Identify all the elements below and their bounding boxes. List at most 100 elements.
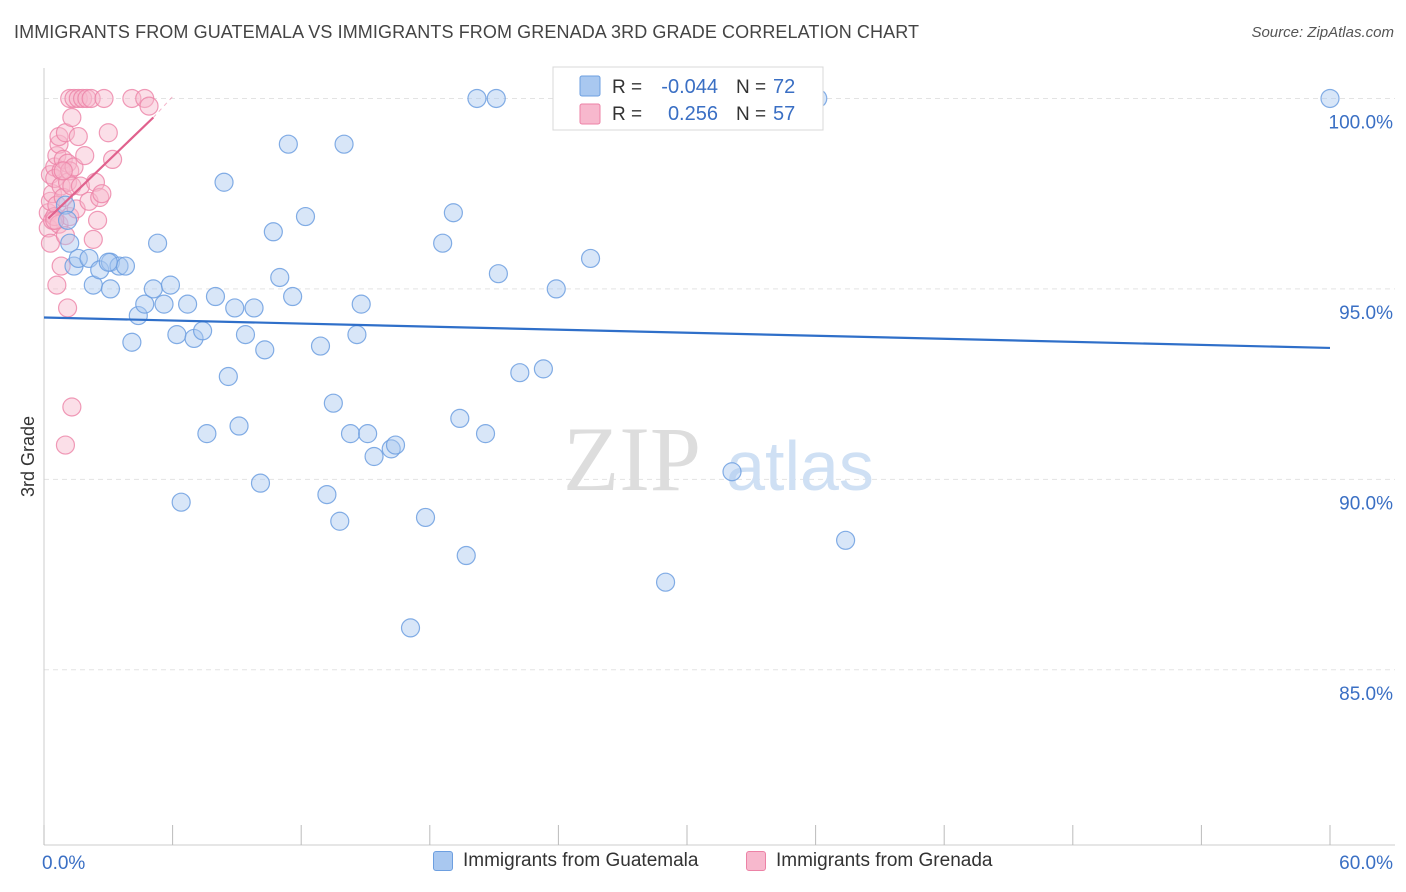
point-guatemala-32 xyxy=(250,473,271,493)
x-tick-label-max: 60.0% xyxy=(1339,853,1393,874)
point-grenada-32 xyxy=(62,397,82,417)
point-guatemala-42 xyxy=(330,511,350,531)
point-guatemala-0 xyxy=(55,195,76,215)
y-tick-label-3: 85.0% xyxy=(1339,684,1393,705)
point-guatemala-51 xyxy=(400,618,421,638)
point-grenada-26 xyxy=(57,298,78,318)
point-grenada-54 xyxy=(139,96,159,116)
point-guatemala-17 xyxy=(154,294,174,314)
legend-swatch-guatemala xyxy=(579,75,601,97)
axes xyxy=(43,68,1395,846)
trend-line-grenada xyxy=(47,116,155,220)
point-guatemala-66 xyxy=(722,462,742,482)
point-guatemala-30 xyxy=(235,325,256,345)
point-grenada-50 xyxy=(98,123,118,143)
point-guatemala-28 xyxy=(225,298,245,318)
legend-swatch-grenada xyxy=(579,103,601,125)
point-guatemala-59 xyxy=(486,88,506,109)
point-guatemala-69 xyxy=(836,530,856,550)
point-guatemala-21 xyxy=(178,294,198,314)
legend-label-guatemala: Immigrants from Guatemala xyxy=(463,850,699,871)
point-guatemala-4 xyxy=(68,248,88,269)
point-grenada-2 xyxy=(40,233,61,253)
legend-swatch-guatemala-bottom xyxy=(433,851,453,871)
point-guatemala-54 xyxy=(443,203,463,223)
point-guatemala-56 xyxy=(456,545,476,566)
point-guatemala-2 xyxy=(60,233,80,253)
point-guatemala-27 xyxy=(218,366,238,387)
point-guatemala-44 xyxy=(340,424,361,444)
series-grenada xyxy=(38,88,159,455)
chart-title: IMMIGRANTS FROM GUATEMALA VS IMMIGRANTS … xyxy=(14,22,920,42)
legend-n-value-guatemala: 72 xyxy=(773,76,795,98)
legend-n-value-grenada: 57 xyxy=(773,103,795,125)
legend-r-value-guatemala: -0.044 xyxy=(661,76,718,98)
point-guatemala-61 xyxy=(510,363,530,383)
point-guatemala-64 xyxy=(580,248,601,269)
point-grenada-49 xyxy=(94,88,114,109)
point-grenada-40 xyxy=(75,146,95,166)
legend-n-label-guatemala: N = xyxy=(736,77,766,98)
point-guatemala-55 xyxy=(450,408,470,429)
watermark: ZIP atlas xyxy=(563,408,874,510)
point-guatemala-62 xyxy=(533,359,553,379)
point-guatemala-14 xyxy=(135,294,155,314)
point-guatemala-71 xyxy=(98,252,118,272)
legend-swatch-grenada-bottom xyxy=(746,851,766,871)
point-guatemala-47 xyxy=(358,424,378,444)
trend-lines xyxy=(43,96,1331,350)
point-guatemala-9 xyxy=(100,279,121,299)
point-guatemala-63 xyxy=(546,279,566,299)
y-tick-label-0: 100.0% xyxy=(1329,112,1394,133)
point-guatemala-12 xyxy=(122,332,142,352)
point-guatemala-57 xyxy=(467,88,487,109)
x-tick-label-min: 0.0% xyxy=(42,853,85,874)
point-guatemala-23 xyxy=(193,321,213,341)
y-tick-label-1: 95.0% xyxy=(1339,303,1393,324)
point-grenada-48 xyxy=(92,184,112,204)
point-guatemala-70 xyxy=(1320,88,1340,109)
point-grenada-56 xyxy=(53,161,73,181)
point-guatemala-46 xyxy=(351,294,371,314)
series-guatemala xyxy=(55,88,1340,638)
watermark-atlas: atlas xyxy=(726,427,874,505)
point-guatemala-60 xyxy=(488,264,508,284)
point-guatemala-41 xyxy=(323,393,343,413)
legend-item-guatemala: Immigrants from Guatemala xyxy=(433,850,698,872)
point-grenada-37 xyxy=(68,126,88,147)
point-guatemala-36 xyxy=(278,134,298,154)
point-guatemala-29 xyxy=(229,416,249,436)
point-guatemala-38 xyxy=(295,206,316,227)
point-grenada-51 xyxy=(102,149,123,170)
legend-item-grenada: Immigrants from Grenada xyxy=(746,850,992,872)
point-guatemala-15 xyxy=(143,279,163,299)
point-guatemala-43 xyxy=(334,134,354,154)
point-guatemala-1 xyxy=(57,210,78,230)
point-grenada-46 xyxy=(87,210,108,230)
point-guatemala-53 xyxy=(433,233,453,253)
watermark-zip: ZIP xyxy=(563,408,701,510)
point-guatemala-24 xyxy=(197,424,217,444)
point-guatemala-31 xyxy=(244,298,264,318)
tick-labels: 100.0% 95.0% 90.0% 85.0% 0.0% 60.0% xyxy=(42,112,1393,874)
point-guatemala-25 xyxy=(205,286,226,307)
point-guatemala-37 xyxy=(283,286,303,307)
point-grenada-44 xyxy=(83,229,103,249)
point-grenada-12 xyxy=(47,275,67,295)
point-guatemala-50 xyxy=(385,435,406,455)
point-guatemala-48 xyxy=(364,446,384,467)
gridlines xyxy=(44,97,1395,671)
point-grenada-30 xyxy=(62,107,82,128)
legend-label-grenada: Immigrants from Grenada xyxy=(776,850,993,871)
point-guatemala-16 xyxy=(147,233,168,253)
point-guatemala-26 xyxy=(214,172,234,192)
legend-n-label-grenada: N = xyxy=(736,104,766,125)
series-legend: Immigrants from Guatemala Immigrants fro… xyxy=(0,850,1406,880)
point-guatemala-39 xyxy=(310,336,331,356)
legend-r-value-grenada: 0.256 xyxy=(668,103,718,125)
stats-legend: R = -0.044 N = 72 R = 0.256 N = 57 xyxy=(552,66,824,131)
point-grenada-41 xyxy=(77,88,97,109)
point-guatemala-11 xyxy=(115,256,136,276)
point-grenada-23 xyxy=(55,435,76,455)
